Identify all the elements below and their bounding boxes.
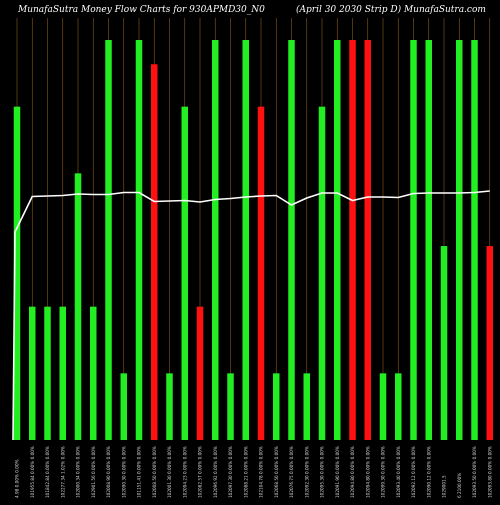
flow-bar xyxy=(486,246,493,440)
flow-bar xyxy=(105,40,112,440)
flow-bar xyxy=(90,306,97,440)
x-tick-label: 101955.84 0.00% 0.00% xyxy=(30,446,35,498)
flow-bar xyxy=(227,373,234,440)
x-tick-label: 102068.50 0.00% 0.00% xyxy=(274,446,279,498)
x-tick-label: 102094.80 0.00% 0.00% xyxy=(365,446,370,498)
x-tick-label: 101151.41 0.00% 0.00% xyxy=(137,446,142,498)
x-tick-label: 102092.30 0.00% 0.00% xyxy=(304,446,309,498)
flow-bar xyxy=(440,246,448,440)
flow-bar xyxy=(379,373,387,440)
chart-title: MunafaSutra Money Flow Charts for 930APM… xyxy=(17,5,265,15)
x-tick-label: 102092.12 0.00% 0.00% xyxy=(411,446,416,498)
flow-bar xyxy=(410,40,417,440)
x-tick-label: 102096.92 0.00% 0.00% xyxy=(213,446,218,498)
x-tick-label: 102099.30 0.00% 0.00% xyxy=(381,446,386,498)
flow-bar xyxy=(135,40,143,440)
x-tick-label: 102088.21 0.00% 0.00% xyxy=(243,446,248,498)
x-tick-label: 102090.30 0.00% 0.00% xyxy=(121,446,126,498)
x-tick-label: 102090.12 0.00% 0.00% xyxy=(426,446,431,498)
bar-series xyxy=(13,40,493,441)
flow-bar xyxy=(456,40,463,440)
flow-bar xyxy=(151,64,158,440)
flow-bar xyxy=(181,106,188,441)
x-tick-label: 6 2100.00% xyxy=(457,473,462,498)
flow-bar xyxy=(349,40,356,440)
x-tick-label: 1029001.5 xyxy=(442,475,447,498)
flow-bar xyxy=(318,106,326,441)
flow-bar xyxy=(395,373,402,440)
flow-bar xyxy=(166,373,173,440)
flow-bar xyxy=(29,306,36,440)
x-tick-label: 102093.80 0.00% 0.00% xyxy=(487,446,492,498)
flow-bar xyxy=(242,40,249,440)
x-tick-label: 102008.90 0.00% 0.00% xyxy=(106,446,111,498)
flow-bar xyxy=(471,40,478,440)
flow-bar xyxy=(273,373,280,440)
x-tick-label: 102094.80 0.00% 0.00% xyxy=(350,446,355,498)
flow-bar xyxy=(364,40,371,440)
price-line xyxy=(12,190,490,441)
flow-bar xyxy=(44,306,51,440)
x-tick-label: 102095.30 0.00% 0.00% xyxy=(320,446,325,498)
x-tick-label: 102104.78 0.00% 0.00% xyxy=(259,446,264,498)
x-tick-label: 102277.34 1.02% 0.00% xyxy=(60,446,65,498)
flow-bar xyxy=(303,373,310,440)
flow-bar xyxy=(120,373,127,440)
x-tick-label: 102076.75 0.00% 0.00% xyxy=(289,446,294,498)
flow-bar xyxy=(334,40,341,440)
x-tick-label: 102091.90 0.00% 0.00% xyxy=(335,446,340,498)
x-tick-label: 102093.50 0.00% 0.00% xyxy=(472,446,477,498)
flow-bar xyxy=(59,306,66,440)
x-tick-label: 102901.56 0.00% 0.00% xyxy=(91,446,96,498)
x-tick-label: 102000.34 0.00% 0.00% xyxy=(76,446,81,498)
flow-bar xyxy=(196,306,204,440)
flow-bar xyxy=(288,40,295,440)
price-line-series xyxy=(12,190,490,441)
flow-bar xyxy=(13,106,21,441)
x-tick-label: 4.98 0.00% 0.00% xyxy=(15,459,20,498)
flow-bar xyxy=(257,106,265,441)
x-tick-label: 102082.57 0.00% 0.00% xyxy=(198,446,203,498)
x-tick-label: 102093.40 0.00% 0.00% xyxy=(396,446,401,498)
flow-bar xyxy=(425,40,432,440)
x-tick-label: 102001.30 0.00% 0.00% xyxy=(167,446,172,498)
x-tick-label: 102008.50 0.00% 0.00% xyxy=(152,446,157,498)
flow-bar xyxy=(212,40,219,440)
x-tick-label: 102094.23 0.00% 0.00% xyxy=(182,446,187,498)
x-tick-label: 102097.30 0.00% 0.00% xyxy=(228,446,233,498)
x-tick-labels: 4.98 0.00% 0.00% 101955.84 0.00% 0.00% 101… xyxy=(15,446,493,498)
x-tick-label: 101842.84 0.00% 0.00% xyxy=(45,446,50,498)
flow-bar xyxy=(74,173,82,441)
chart-subtitle: (April 30 2030 Strip D) MunafaSutra.com xyxy=(296,4,486,15)
